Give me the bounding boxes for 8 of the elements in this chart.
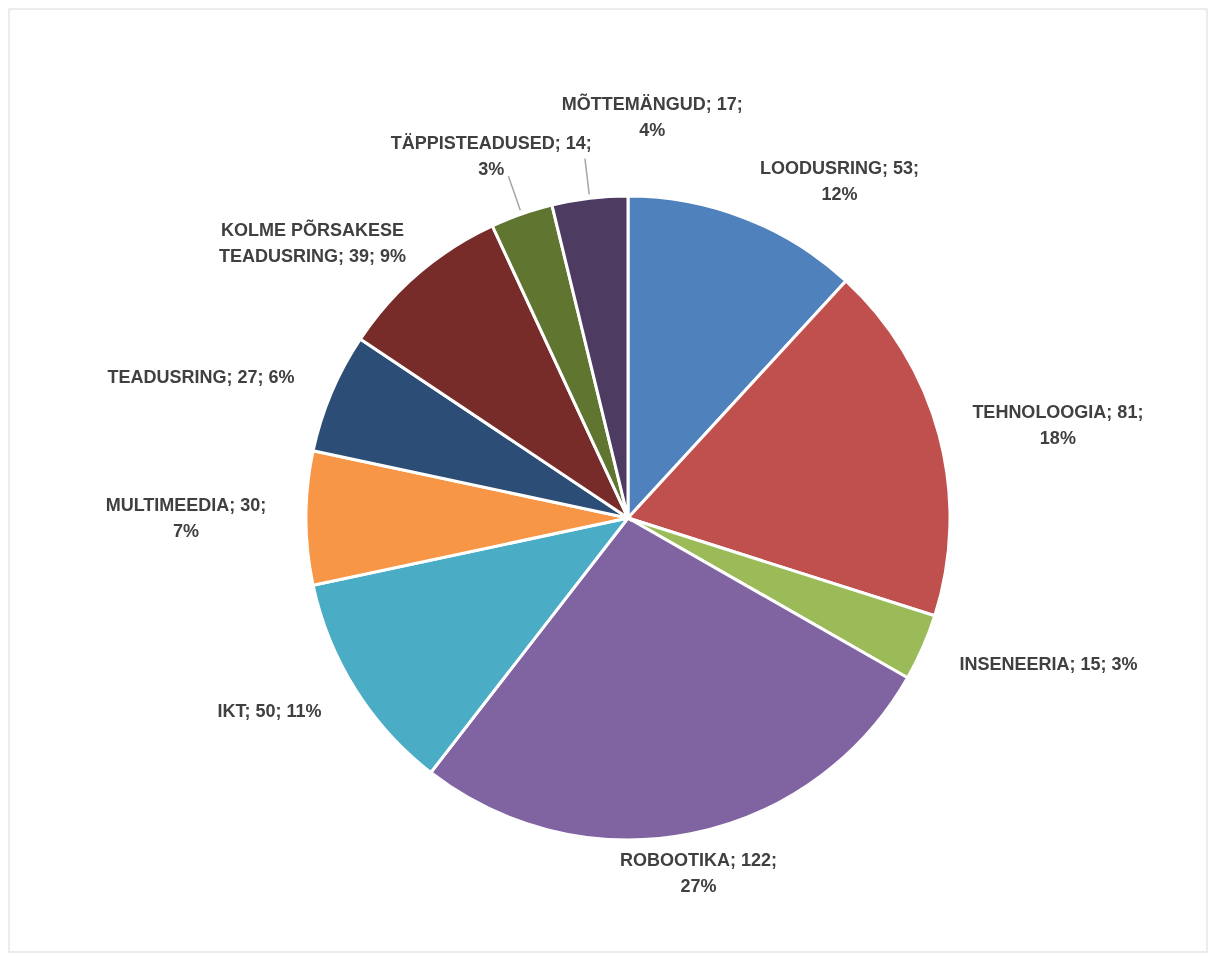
slice-label: KOLME PÕRSAKESE TEADUSRING; 39; 9% (219, 219, 407, 267)
slice-label: IKT; 50; 11% (217, 700, 322, 721)
slice-label: TEHNOLOOGIA; 81; 18% (972, 402, 1144, 449)
slice-label: INSENEERIA; 15; 3% (959, 653, 1138, 674)
slice-label: MULTIMEEDIA; 30; 7% (105, 495, 267, 541)
slice-label: LOODUSRING; 53; 12% (759, 157, 919, 204)
slice-label: TEADUSRING; 27; 6% (107, 367, 295, 388)
slice-label: ROBOOTIKA; 122; 27% (620, 850, 778, 897)
